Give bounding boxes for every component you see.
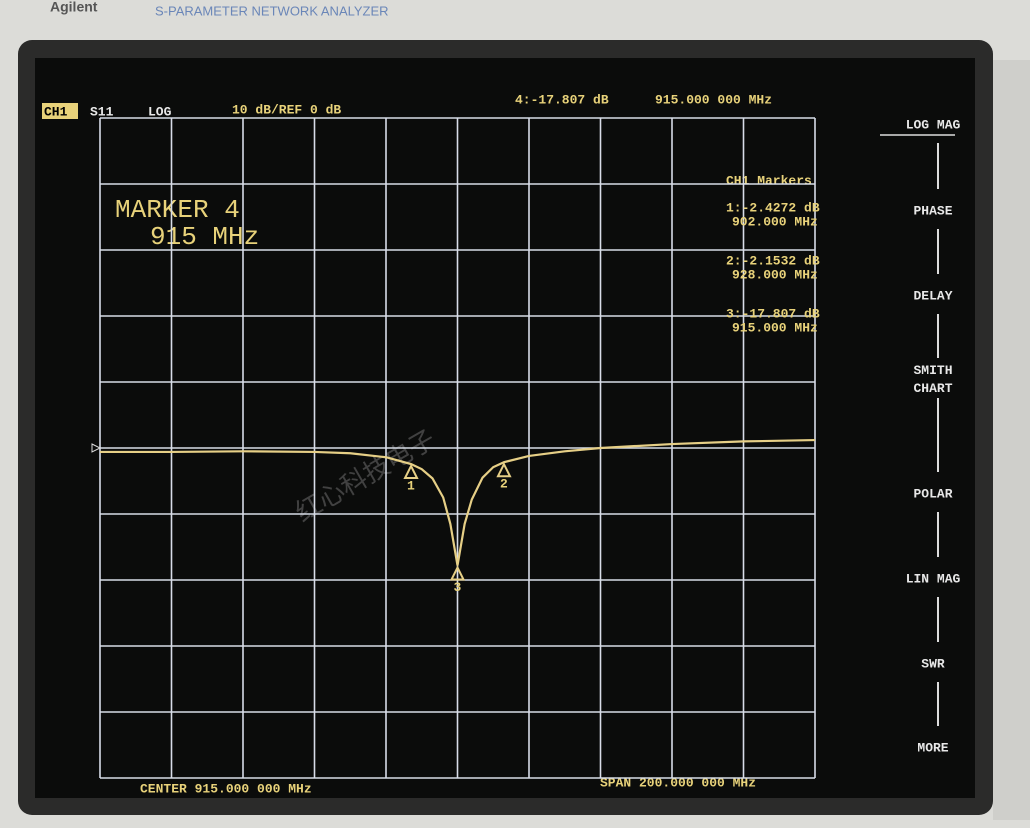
marker-readout: 928.000 MHz [732, 267, 818, 282]
center: CENTER 915.000 000 MHz [140, 781, 312, 796]
marker-readout: 2:-2.1532 dB [726, 253, 820, 268]
marker-readout: 915.000 MHz [732, 320, 818, 335]
model: S-PARAMETER NETWORK ANALYZER [155, 3, 389, 18]
active-freq: 915.000 000 MHz [655, 92, 772, 107]
softkey[interactable]: LIN MAG [906, 571, 961, 586]
side-buttons [993, 60, 1030, 820]
scale: 10 dB/REF 0 dB [232, 102, 341, 117]
softkey[interactable]: POLAR [913, 486, 952, 501]
marker-readout: 1:-2.4272 dB [726, 200, 820, 215]
screen [35, 58, 975, 798]
softkey[interactable]: PHASE [913, 203, 952, 218]
softkey[interactable]: MORE [917, 740, 948, 755]
marker-readout: 902.000 MHz [732, 214, 818, 229]
active-marker: 4:-17.807 dB [515, 92, 609, 107]
format: LOG [148, 104, 172, 119]
marker-label: 3 [454, 580, 462, 595]
brand: Agilent [50, 0, 98, 15]
marker-box-line: MARKER 4 [115, 195, 240, 225]
param: S11 [90, 104, 114, 119]
softkey[interactable]: DELAY [913, 288, 952, 303]
softkey[interactable]: LOG MAG [906, 117, 961, 132]
marker-label: 2 [500, 477, 508, 492]
page: {"brand": {"maker": "Agilent", "model": … [0, 0, 1030, 828]
channel: CH1 [44, 104, 68, 119]
marker-label: 1 [407, 478, 415, 493]
marker-table-title: CH1 Markers [726, 173, 812, 188]
analyzer-photo: Agilent S-PARAMETER NETWORK ANALYZER CH1… [0, 0, 1030, 828]
marker-readout: 3:-17.807 dB [726, 306, 820, 321]
softkey[interactable]: SWR [921, 656, 945, 671]
